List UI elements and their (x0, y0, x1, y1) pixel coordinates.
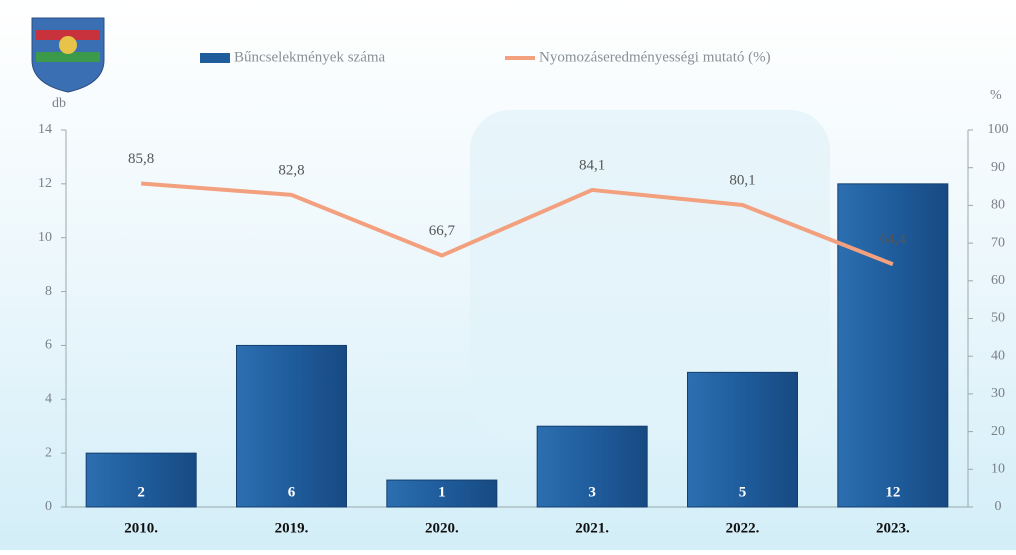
bar-value-label: 2 (137, 484, 145, 500)
y2-tick-label: 100 (988, 122, 1009, 137)
y2-tick-label: 70 (991, 235, 1005, 250)
y-axis-label: db (52, 96, 66, 111)
x-tick-label: 2019. (275, 520, 309, 536)
bar-value-label: 3 (588, 484, 596, 500)
x-tick-label: 2020. (425, 520, 459, 536)
x-tick-label: 2021. (575, 520, 609, 536)
legend-label: Bűncselekmények száma (234, 49, 386, 65)
line-value-label: 84,1 (579, 157, 605, 173)
y2-tick-label: 0 (995, 499, 1002, 514)
x-tick-label: 2010. (124, 520, 158, 536)
y-tick-label: 0 (45, 499, 52, 514)
bar-value-label: 12 (885, 484, 900, 500)
legend-swatch (200, 53, 230, 63)
y2-tick-label: 10 (991, 462, 1005, 477)
y2-tick-label: 80 (991, 198, 1005, 213)
y2-tick-label: 90 (991, 160, 1005, 175)
y-tick-label: 8 (45, 284, 52, 299)
y2-tick-label: 30 (991, 386, 1005, 401)
line-value-label: 64,4 (880, 232, 907, 248)
line (141, 181, 894, 267)
line-value-label: 85,8 (128, 151, 154, 167)
y2-axis-label: % (990, 88, 1002, 103)
line-value-label: 82,8 (278, 162, 304, 178)
y-tick-label: 12 (38, 176, 52, 191)
legend-label: Nyomozáseredményességi mutató (%) (539, 49, 771, 65)
y2-tick-label: 20 (991, 424, 1005, 439)
line-value-label: 66,7 (429, 223, 456, 239)
line-value-label: 80,1 (729, 172, 755, 188)
background-building (470, 110, 830, 440)
y2-tick-label: 40 (991, 348, 1005, 363)
bar (236, 344, 347, 508)
y2-tick-label: 60 (991, 273, 1005, 288)
logo (31, 17, 105, 93)
bar (386, 479, 498, 508)
y-tick-label: 6 (45, 338, 52, 353)
bar-value-label: 1 (438, 484, 446, 500)
y-tick-label: 10 (38, 230, 52, 245)
y2-tick-label: 50 (991, 311, 1005, 326)
x-tick-label: 2023. (876, 520, 910, 536)
bar (85, 452, 197, 508)
y-tick-label: 2 (45, 445, 52, 460)
bar (687, 371, 798, 508)
y-tick-label: 14 (38, 122, 52, 137)
bar (837, 183, 949, 508)
bar (536, 425, 648, 508)
bar-value-label: 5 (739, 484, 747, 500)
y-tick-label: 4 (45, 392, 52, 407)
bar-value-label: 6 (288, 484, 296, 500)
x-tick-label: 2022. (726, 520, 760, 536)
